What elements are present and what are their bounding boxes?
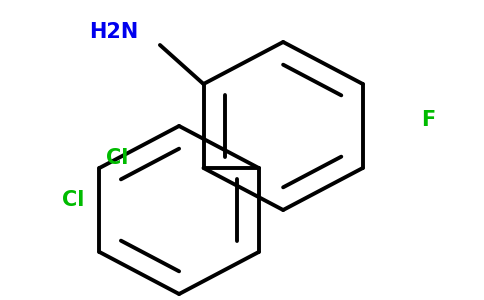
Text: Cl: Cl (62, 190, 85, 209)
Text: H2N: H2N (89, 22, 138, 41)
Text: F: F (421, 110, 435, 130)
Text: Cl: Cl (106, 148, 128, 167)
